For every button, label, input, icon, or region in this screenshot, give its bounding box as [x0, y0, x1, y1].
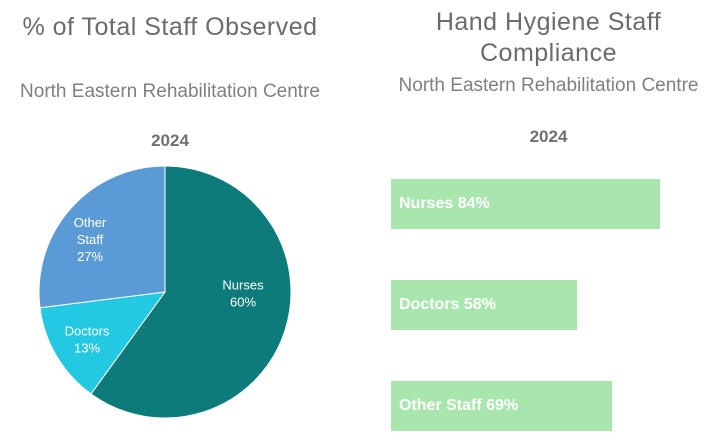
pie-chart: Nurses 60% Doctors 13% Other Staff 27% — [38, 165, 292, 419]
bar-label-other-staff: Other Staff 69% — [399, 397, 519, 414]
bar-label-nurses: Nurses 84% — [399, 195, 490, 212]
pie-label-doctors: Doctors 13% — [65, 324, 110, 356]
pie-slice-doctors — [39, 291, 167, 395]
bar-chart-year: 2024 — [529, 127, 568, 146]
bar-other-staff: Other Staff 69% — [391, 381, 612, 431]
staff-observed-panel: % of Total Staff Observed North Eastern … — [0, 0, 340, 441]
bar-label-doctors: Doctors 58% — [399, 296, 496, 313]
pie-chart-year: 2024 — [151, 131, 189, 150]
pie-label-other-staff: Other Staff 27% — [74, 215, 107, 264]
bar-chart-title: Hand Hygiene Staff Compliance — [435, 8, 662, 67]
pie-chart-title: % of Total Staff Observed — [22, 13, 318, 41]
pie-label-nurses: Nurses 60% — [222, 278, 264, 310]
pie-chart-subtitle: North Eastern Rehabilitation Centre — [20, 81, 320, 102]
bar-doctors: Doctors 58% — [391, 280, 577, 330]
pie-slice-nurses — [90, 165, 292, 419]
bar-chart-subtitle: North Eastern Rehabilitation Centre — [398, 75, 699, 96]
pie-slice-other-staff — [38, 165, 166, 309]
hand-hygiene-panel: Hand Hygiene Staff Compliance North East… — [380, 0, 717, 441]
bar-nurses: Nurses 84% — [391, 179, 660, 229]
